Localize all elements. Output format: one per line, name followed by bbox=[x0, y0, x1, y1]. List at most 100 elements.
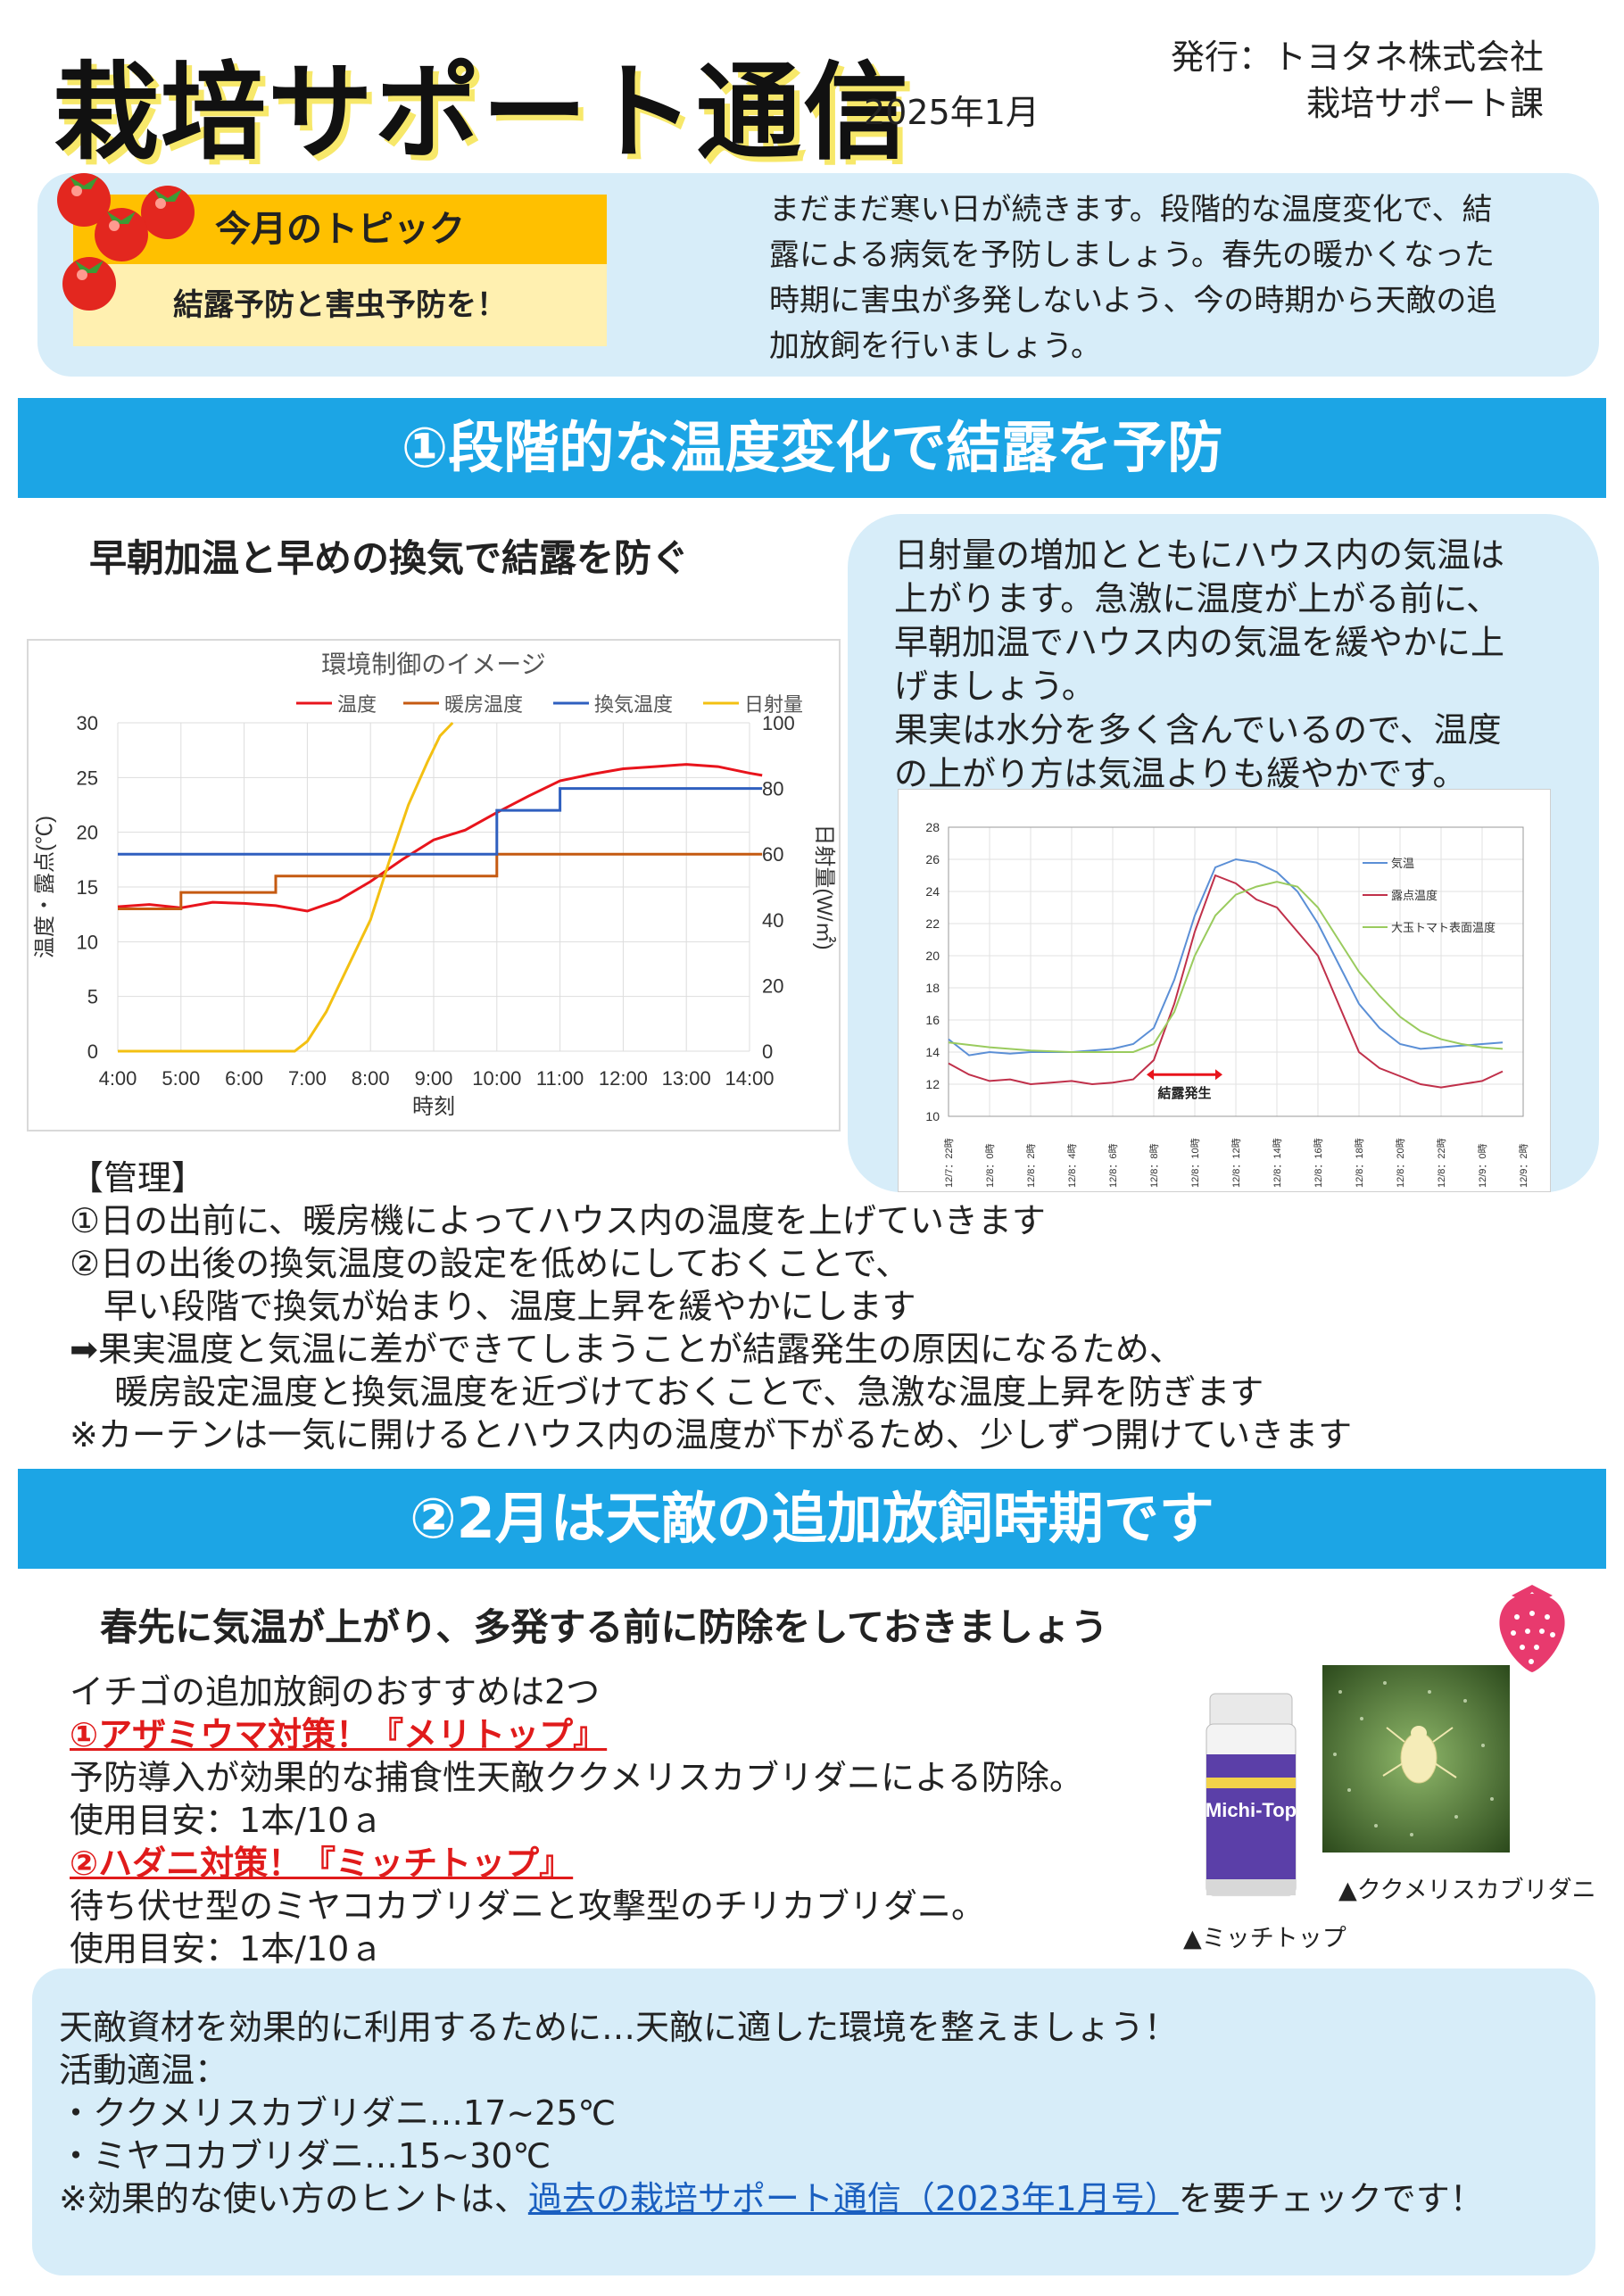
recommendation-intro: イチゴの追加放飼のおすすめは2つ bbox=[70, 1672, 601, 1712]
annotation-label: 結露発生 bbox=[1157, 1085, 1211, 1101]
series-line-日射量 bbox=[118, 721, 454, 1053]
item2-description: 待ち伏せ型のミヤコカブリダニと攻撃型のチリカブリダニ。 bbox=[70, 1886, 986, 1926]
x-tick-label: 4:00 bbox=[99, 1067, 137, 1090]
annotation-arrowhead-right bbox=[1215, 1069, 1222, 1081]
y-tick-label: 20 bbox=[77, 822, 98, 844]
bottom-info: 天敵資材を効果的に利用するために…天敵に適した環境を整えましょう！ 活動適温： … bbox=[59, 2006, 1484, 2220]
x-tick-label: 12/8：22時 bbox=[1436, 1138, 1447, 1188]
x-tick-label: 12/8：2時 bbox=[1025, 1143, 1037, 1188]
plot-border bbox=[948, 826, 1524, 1117]
x-tick-label: 10:00 bbox=[472, 1067, 521, 1090]
strawberry-icon bbox=[1499, 1585, 1565, 1672]
y-tick-label: 24 bbox=[925, 884, 940, 899]
y-tick-label: 30 bbox=[77, 712, 98, 734]
topic-subheading: 結露予防と害虫予防を！ bbox=[73, 264, 607, 346]
x-tick-label: 12/8：10時 bbox=[1189, 1138, 1201, 1188]
hint-suffix: を要チェックです！ bbox=[1178, 2179, 1484, 2218]
legend-label: 大玉トマト表面温度 bbox=[1391, 921, 1496, 934]
y-tick-label: 22 bbox=[925, 916, 940, 931]
section1-subheading: 早朝加温と早めの換気で結露を防ぐ bbox=[89, 536, 690, 580]
y-tick-label: 10 bbox=[77, 931, 98, 953]
management-line: ②日の出後の換気温度の設定を低めにしておくことで、 bbox=[70, 1244, 910, 1283]
chart1-ylabel: 温度・露点(℃) bbox=[33, 816, 57, 958]
y-tick-label: 26 bbox=[925, 852, 940, 866]
x-tick-label: 12/8：0時 bbox=[984, 1143, 996, 1188]
desc-line: 日射量の増加とともにハウス内の気温は bbox=[894, 535, 1505, 575]
x-tick-label: 12/8：6時 bbox=[1107, 1143, 1119, 1188]
management-list: 【管理】 ①日の出前に、暖房機によってハウス内の温度を上げていきます ②日の出後… bbox=[70, 1156, 1352, 1456]
y-tick-label: 12 bbox=[925, 1077, 940, 1091]
product-bottle-image: Michi-Top bbox=[1206, 1693, 1297, 1896]
past-newsletter-link[interactable]: 過去の栽培サポート通信（2023年1月号） bbox=[527, 2179, 1179, 2218]
series-line-温度 bbox=[117, 763, 763, 913]
x-tick-label: 11:00 bbox=[536, 1067, 584, 1090]
y2-tick-label: 40 bbox=[762, 909, 783, 932]
item1-description: 予防導入が効果的な捕食性天敵ククメリスカブリダニによる防除。 bbox=[70, 1758, 1083, 1797]
y2-tick-label: 0 bbox=[762, 1040, 773, 1063]
newsletter-title: 栽培サポート通信 bbox=[54, 51, 911, 174]
mite-photo bbox=[1322, 1665, 1510, 1853]
series-line-大玉トマト表面温度 bbox=[948, 881, 1504, 1053]
publisher-company: 発行：トヨタネ株式会社 bbox=[1170, 37, 1544, 77]
x-tick-label: 12/9：0時 bbox=[1477, 1143, 1488, 1188]
section2-banner: ②2月は天敵の追加放飼時期です bbox=[18, 1469, 1606, 1569]
intro-line: 露による病気を予防しましょう。春先の暖かくなった bbox=[769, 237, 1495, 273]
series-line-気温 bbox=[948, 858, 1504, 1057]
x-tick-label: 12/8：12時 bbox=[1230, 1138, 1242, 1188]
y-tick-label: 20 bbox=[925, 949, 940, 963]
chart2-svg: 10 12 14 16 18 20 22 24 26 28 12/7：22時 12/8：0時 12/8：… bbox=[925, 820, 1529, 1188]
mite-caption: ▲ククメリスカブリダニ bbox=[1338, 1877, 1596, 1904]
product-caption: ▲ミッチトップ bbox=[1183, 1925, 1346, 1952]
management-line: 暖房設定温度と換気温度を近づけておくことで、急激な温度上昇を防ぎます bbox=[70, 1372, 1264, 1412]
bottom-line: 天敵資材を効果的に利用するために…天敵に適した環境を整えましょう！ bbox=[59, 2008, 1179, 2047]
x-tick-label: 9:00 bbox=[415, 1067, 453, 1090]
management-line: ①日の出前に、暖房機によってハウス内の温度を上げていきます bbox=[70, 1201, 1046, 1240]
bottom-line: ・ミヤコカブリダニ…15~30℃ bbox=[59, 2136, 551, 2176]
bottom-line: 活動適温： bbox=[59, 2051, 229, 2090]
section1-description: 日射量の増加とともにハウス内の気温は 上がります。急激に温度が上がる前に、 早朝… bbox=[894, 534, 1504, 796]
x-tick-label: 12/8：16時 bbox=[1313, 1138, 1324, 1188]
management-line: 【管理】 bbox=[70, 1158, 206, 1198]
legend-label: 露点温度 bbox=[1391, 889, 1438, 902]
x-tick-label: 7:00 bbox=[288, 1067, 327, 1090]
publisher-department: 栽培サポート課 bbox=[1305, 84, 1544, 123]
legend-label: 換気温度 bbox=[594, 693, 673, 716]
y-tick-label: 18 bbox=[925, 981, 940, 995]
x-tick-label: 14:00 bbox=[725, 1067, 774, 1090]
y-tick-label: 16 bbox=[925, 1013, 940, 1027]
chart-environment-control: 環境制御のイメージ 温度 暖房温度 換気温度 日射量 0 5 10 15 20 25 30 0 20 40 6… bbox=[27, 639, 841, 1131]
x-tick-label: 12/8：4時 bbox=[1066, 1143, 1078, 1188]
intro-line: 加放飼を行いましょう。 bbox=[769, 328, 1101, 364]
desc-line: 早朝加温でハウス内の気温を緩やかに上 bbox=[894, 623, 1505, 662]
y-tick-label: 15 bbox=[77, 876, 98, 899]
x-tick-label: 12/9：2時 bbox=[1518, 1143, 1529, 1188]
y2-tick-label: 20 bbox=[762, 974, 783, 997]
desc-line: の上がり方は気温よりも緩やかです。 bbox=[894, 754, 1467, 793]
series-line-換気温度 bbox=[118, 787, 763, 856]
y-tick-label: 5 bbox=[87, 986, 98, 1008]
series-line-暖房温度 bbox=[118, 852, 763, 911]
desc-line: 果実は水分を多く含んでいるので、温度 bbox=[894, 710, 1502, 750]
management-line: ※カーテンは一気に開けるとハウス内の温度が下がるため、少しずつ開けていきます bbox=[70, 1415, 1353, 1455]
y-tick-label: 25 bbox=[77, 767, 98, 789]
topic-intro: まだまだ寒い日が続きます。段階的な温度変化で、結 露による病気を予防しましょう。… bbox=[769, 187, 1563, 369]
annotation-arrowhead-left bbox=[1147, 1069, 1154, 1081]
intro-line: まだまだ寒い日が続きます。段階的な温度変化で、結 bbox=[769, 192, 1493, 228]
chart1-title: 環境制御のイメージ bbox=[321, 651, 545, 678]
management-line: 早い段階で換気が始まり、温度上昇を緩やかにします bbox=[70, 1287, 916, 1326]
y-tick-label: 14 bbox=[925, 1045, 940, 1059]
y-tick-label: 10 bbox=[925, 1109, 940, 1123]
series-line-露点温度 bbox=[948, 874, 1504, 1089]
x-tick-label: 12/8：18時 bbox=[1354, 1138, 1365, 1188]
section1-banner: ①段階的な温度変化で結露を予防 bbox=[18, 398, 1606, 498]
desc-line: 上がります。急激に温度が上がる前に、 bbox=[894, 579, 1501, 618]
legend-label: 日射量 bbox=[744, 693, 803, 716]
x-tick-label: 12/8：8時 bbox=[1148, 1143, 1160, 1188]
chart1-y2label: 日射量(W/㎡) bbox=[812, 824, 836, 949]
y-tick-label: 0 bbox=[87, 1040, 98, 1063]
x-tick-label: 8:00 bbox=[352, 1067, 390, 1090]
item2-usage: 使用目安：1本/10ａ bbox=[70, 1929, 384, 1969]
y2-tick-label: 80 bbox=[762, 778, 783, 800]
legend-label: 暖房温度 bbox=[444, 693, 523, 716]
